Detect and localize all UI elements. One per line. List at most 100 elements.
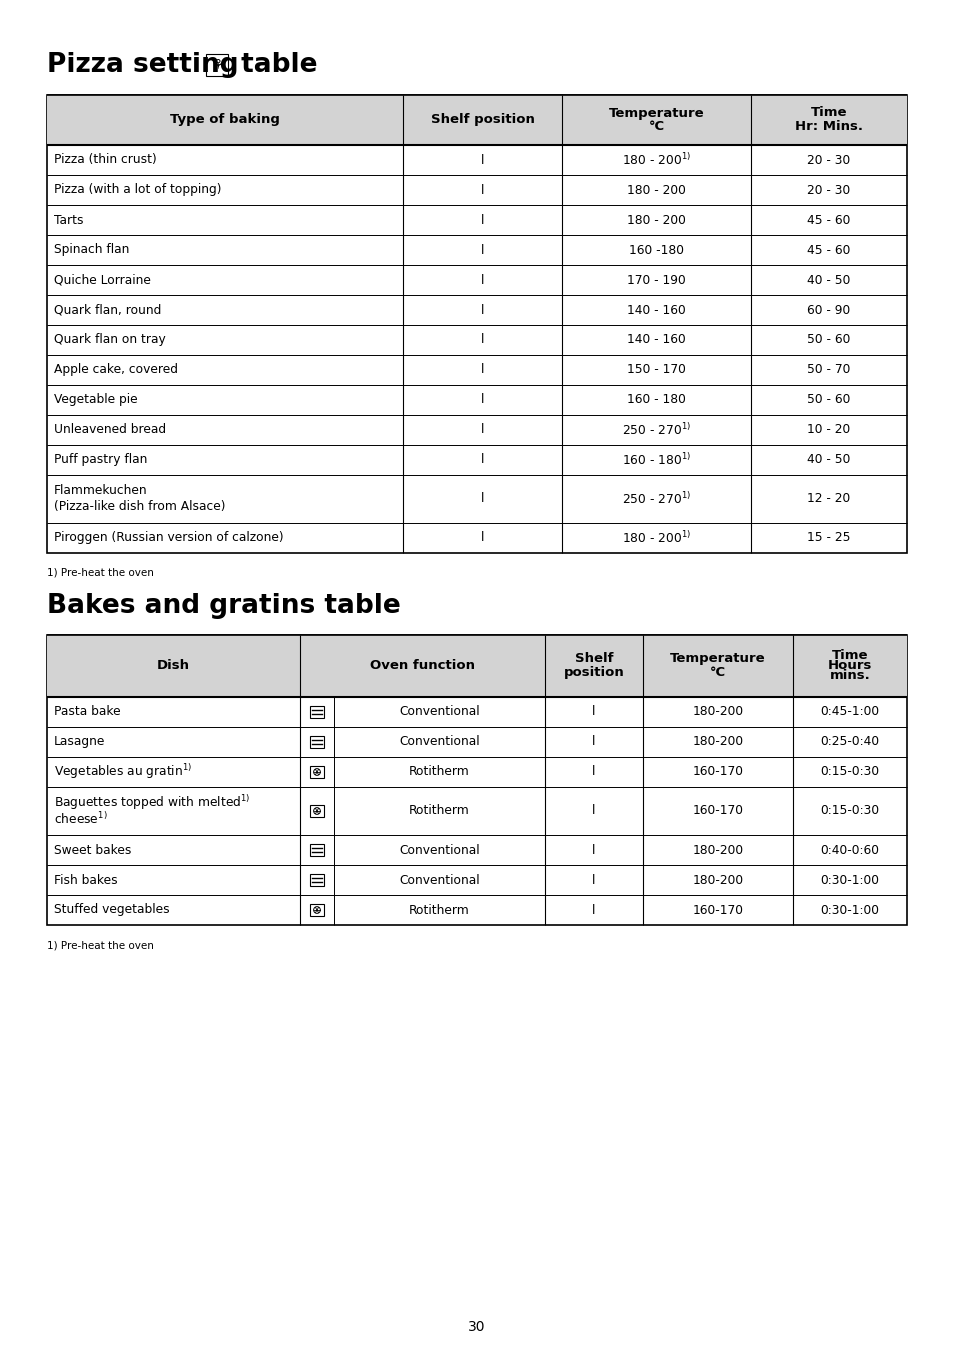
Text: °C: °C [648,120,664,134]
Text: Type of baking: Type of baking [170,114,279,127]
Text: l: l [592,844,595,857]
Text: Conventional: Conventional [398,844,479,857]
Text: l: l [480,184,484,196]
Text: Vegetable pie: Vegetable pie [54,393,137,407]
Text: °C: °C [709,667,725,680]
Text: Temperature: Temperature [608,107,703,119]
Text: 180-200: 180-200 [692,735,742,749]
Text: l: l [480,273,484,287]
Text: Rotitherm: Rotitherm [409,804,470,818]
Bar [309,735,324,748]
Text: 0:15-0:30: 0:15-0:30 [820,765,879,779]
Text: 15 - 25: 15 - 25 [806,531,850,545]
Text: Quiche Lorraine: Quiche Lorraine [54,273,151,287]
Text: l: l [592,903,595,917]
Text: Vegetables au gratin$^{1)}$: Vegetables au gratin$^{1)}$ [54,763,192,781]
Text: 160-170: 160-170 [692,765,742,779]
Text: Pizza (thin crust): Pizza (thin crust) [54,154,156,166]
Text: Dish: Dish [157,660,190,672]
Text: 20 - 30: 20 - 30 [806,184,850,196]
Text: position: position [563,667,623,680]
Text: l: l [480,453,484,466]
Text: 160-170: 160-170 [692,903,742,917]
Text: 0:15-0:30: 0:15-0:30 [820,804,879,818]
Text: Apple cake, covered: Apple cake, covered [54,364,178,376]
Text: Conventional: Conventional [398,873,479,887]
Text: Bakes and gratins table: Bakes and gratins table [47,594,400,619]
Text: Spinach flan: Spinach flan [54,243,130,257]
Text: l: l [480,334,484,346]
Text: l: l [592,735,595,749]
Text: Pizza setting: Pizza setting [47,51,238,78]
Bar [47,635,906,925]
Text: 160 - 180: 160 - 180 [626,393,685,407]
Text: Hr: Mins.: Hr: Mins. [794,120,862,134]
Text: Time: Time [831,649,867,662]
Text: 250 - 270$^{1)}$: 250 - 270$^{1)}$ [621,422,690,438]
Text: 180 - 200$^{1)}$: 180 - 200$^{1)}$ [621,530,690,546]
Text: 30: 30 [468,1320,485,1334]
Text: Pasta bake: Pasta bake [54,706,120,718]
Text: 10 - 20: 10 - 20 [806,423,850,437]
Text: mins.: mins. [829,669,869,683]
Text: Tarts: Tarts [54,214,84,227]
Text: 150 - 170: 150 - 170 [626,364,685,376]
Text: 180 - 200$^{1)}$: 180 - 200$^{1)}$ [621,151,690,168]
Text: 160 -180: 160 -180 [628,243,683,257]
Text: Oven function: Oven function [370,660,475,672]
Text: Stuffed vegetables: Stuffed vegetables [54,903,170,917]
Bar [47,635,906,698]
Text: l: l [480,364,484,376]
Bar [47,95,906,145]
Text: Unleavened bread: Unleavened bread [54,423,166,437]
Bar [309,706,324,718]
Text: 20 - 30: 20 - 30 [806,154,850,166]
Text: l: l [480,531,484,545]
Text: 170 - 190: 170 - 190 [626,273,685,287]
Text: l: l [480,303,484,316]
Text: Shelf: Shelf [574,653,613,665]
Text: l: l [592,765,595,779]
Text: Baguettes topped with melted$^{1)}$: Baguettes topped with melted$^{1)}$ [54,794,251,813]
Text: 180 - 200: 180 - 200 [626,214,685,227]
Text: 160-170: 160-170 [692,804,742,818]
Text: ⚘: ⚘ [211,58,223,72]
Text: Conventional: Conventional [398,735,479,749]
Text: Hours: Hours [827,660,871,672]
Text: cheese$^{1)}$: cheese$^{1)}$ [54,811,108,827]
Text: 250 - 270$^{1)}$: 250 - 270$^{1)}$ [621,491,690,507]
Bar [309,844,324,856]
Text: Pizza (with a lot of topping): Pizza (with a lot of topping) [54,184,221,196]
Text: Rotitherm: Rotitherm [409,765,470,779]
Text: table: table [232,51,317,78]
Text: 0:30-1:00: 0:30-1:00 [820,873,879,887]
Text: 1) Pre-heat the oven: 1) Pre-heat the oven [47,568,153,579]
Text: Sweet bakes: Sweet bakes [54,844,132,857]
Text: 45 - 60: 45 - 60 [806,243,850,257]
Text: Flammekuchen: Flammekuchen [54,484,148,498]
Text: l: l [592,706,595,718]
Text: Shelf position: Shelf position [430,114,534,127]
Bar [309,765,324,779]
Bar [206,54,228,76]
Text: 40 - 50: 40 - 50 [806,453,850,466]
Text: 40 - 50: 40 - 50 [806,273,850,287]
Text: 50 - 60: 50 - 60 [806,334,850,346]
Text: l: l [592,804,595,818]
Text: Fish bakes: Fish bakes [54,873,117,887]
Text: 60 - 90: 60 - 90 [806,303,850,316]
Bar [309,903,324,917]
Text: 160 - 180$^{1)}$: 160 - 180$^{1)}$ [621,452,690,468]
Text: Time: Time [810,107,846,119]
Text: 0:45-1:00: 0:45-1:00 [820,706,879,718]
Text: 45 - 60: 45 - 60 [806,214,850,227]
Text: Quark flan on tray: Quark flan on tray [54,334,166,346]
Text: 0:25-0:40: 0:25-0:40 [820,735,879,749]
Text: Temperature: Temperature [670,653,765,665]
Text: 50 - 60: 50 - 60 [806,393,850,407]
Text: Rotitherm: Rotitherm [409,903,470,917]
Text: l: l [480,154,484,166]
Text: Conventional: Conventional [398,706,479,718]
Text: 0:30-1:00: 0:30-1:00 [820,903,879,917]
Text: Piroggen (Russian version of calzone): Piroggen (Russian version of calzone) [54,531,283,545]
